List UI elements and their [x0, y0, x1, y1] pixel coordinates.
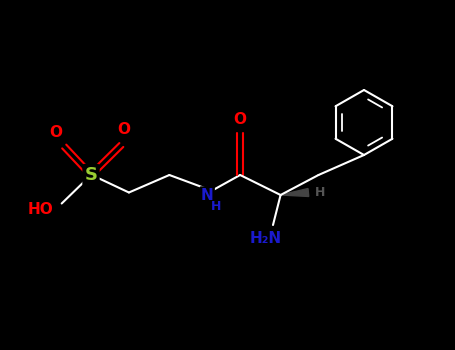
Text: H₂N: H₂N [249, 231, 282, 246]
Text: H: H [314, 186, 325, 199]
Text: O: O [117, 122, 131, 138]
Text: O: O [233, 112, 247, 126]
Polygon shape [281, 189, 309, 196]
Text: H: H [211, 199, 222, 212]
Text: HO: HO [27, 203, 53, 217]
Text: S: S [85, 166, 97, 184]
Text: O: O [49, 125, 62, 140]
Text: N: N [201, 188, 214, 203]
